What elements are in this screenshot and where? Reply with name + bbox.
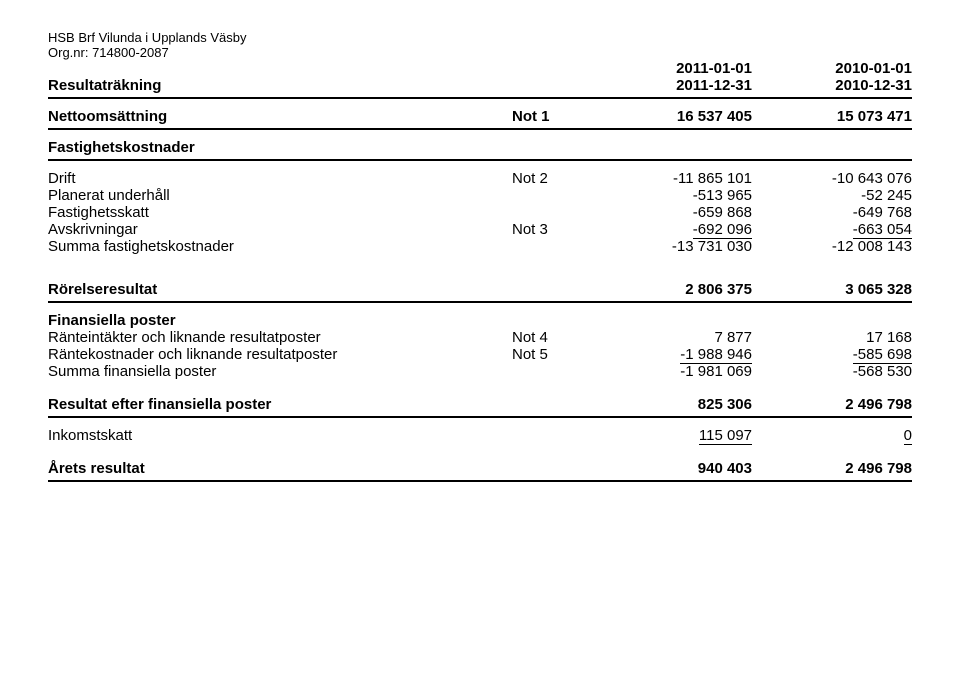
rantek-not: Not 5 (512, 346, 592, 363)
rantek-v2: -585 698 (853, 346, 912, 364)
netto-v2: 15 073 471 (752, 108, 912, 125)
summa-fin-v1: -1 981 069 (592, 363, 752, 380)
arets-v2: 2 496 798 (752, 460, 912, 477)
period-prior-end: 2010-12-31 (752, 77, 912, 94)
period-current-end: 2011-12-31 (592, 77, 752, 94)
avskriv-not: Not 3 (512, 221, 592, 238)
row-ranteintakter: Ränteintäkter och liknande resultatposte… (48, 329, 912, 346)
row-nettoomsattning: Nettoomsättning Not 1 16 537 405 15 073 … (48, 108, 912, 125)
summa-fin-v2: -568 530 (752, 363, 912, 380)
org-nr: Org.nr: 714800-2087 (48, 45, 912, 60)
report-title: Resultaträkning (48, 77, 512, 94)
divider (48, 97, 912, 99)
rantei-not: Not 4 (512, 329, 592, 346)
fskatt-v1: -659 868 (592, 204, 752, 221)
summa-fast-v1: -13 731 030 (592, 238, 752, 255)
divider (48, 128, 912, 130)
netto-label: Nettoomsättning (48, 108, 512, 125)
row-rorelseresultat: Rörelseresultat 2 806 375 3 065 328 (48, 281, 912, 298)
netto-v1: 16 537 405 (592, 108, 752, 125)
row-planerat: Planerat underhåll -513 965 -52 245 (48, 187, 912, 204)
rantei-label: Ränteintäkter och liknande resultatposte… (48, 329, 512, 346)
res-efter-label: Resultat efter finansiella poster (48, 396, 512, 413)
inkomst-v1: 115 097 (699, 427, 752, 445)
finansiella-header: Finansiella poster (48, 312, 912, 329)
rantek-label: Räntekostnader och liknande resultatpost… (48, 346, 512, 363)
row-drift: Drift Not 2 -11 865 101 -10 643 076 (48, 170, 912, 187)
inkomst-label: Inkomstskatt (48, 427, 512, 444)
res-efter-v2: 2 496 798 (752, 396, 912, 413)
res-efter-v1: 825 306 (592, 396, 752, 413)
divider (48, 159, 912, 161)
drift-not: Not 2 (512, 170, 592, 187)
row-inkomstskatt: Inkomstskatt 115 097 0 (48, 427, 912, 444)
row-fskatt: Fastighetsskatt -659 868 -649 768 (48, 204, 912, 221)
avskriv-v2: -663 054 (853, 221, 912, 239)
row-resultat-efter: Resultat efter finansiella poster 825 30… (48, 396, 912, 413)
drift-label: Drift (48, 170, 512, 187)
org-name: HSB Brf Vilunda i Upplands Väsby (48, 30, 912, 45)
period-row-1: 2011-01-01 2010-01-01 (48, 60, 912, 77)
netto-not: Not 1 (512, 108, 592, 125)
planerat-v1: -513 965 (592, 187, 752, 204)
fskatt-v2: -649 768 (752, 204, 912, 221)
fskatt-label: Fastighetsskatt (48, 204, 512, 221)
divider (48, 416, 912, 418)
summa-fast-label: Summa fastighetskostnader (48, 238, 512, 255)
rorelse-v1: 2 806 375 (592, 281, 752, 298)
row-arets-resultat: Årets resultat 940 403 2 496 798 (48, 460, 912, 477)
summa-fin-label: Summa finansiella poster (48, 363, 512, 380)
rorelse-label: Rörelseresultat (48, 281, 512, 298)
row-summa-fast: Summa fastighetskostnader -13 731 030 -1… (48, 238, 912, 255)
drift-v2: -10 643 076 (752, 170, 912, 187)
drift-v1: -11 865 101 (592, 170, 752, 187)
inkomst-v2: 0 (904, 427, 912, 445)
rantei-v1: 7 877 (592, 329, 752, 346)
divider (48, 480, 912, 482)
rantei-v2: 17 168 (752, 329, 912, 346)
arets-v1: 940 403 (592, 460, 752, 477)
arets-label: Årets resultat (48, 460, 512, 477)
rorelse-v2: 3 065 328 (752, 281, 912, 298)
rantek-v1: -1 988 946 (680, 346, 752, 364)
period-current-start: 2011-01-01 (592, 60, 752, 77)
row-avskriv: Avskrivningar Not 3 -692 096 -663 054 (48, 221, 912, 238)
divider (48, 301, 912, 303)
row-summa-fin: Summa finansiella poster -1 981 069 -568… (48, 363, 912, 380)
summa-fast-v2: -12 008 143 (752, 238, 912, 255)
planerat-v2: -52 245 (752, 187, 912, 204)
planerat-label: Planerat underhåll (48, 187, 512, 204)
avskriv-v1: -692 096 (693, 221, 752, 239)
period-prior-start: 2010-01-01 (752, 60, 912, 77)
avskriv-label: Avskrivningar (48, 221, 512, 238)
period-row-2: Resultaträkning 2011-12-31 2010-12-31 (48, 77, 912, 94)
fastighetskostnader-header: Fastighetskostnader (48, 139, 912, 156)
row-rantekostnader: Räntekostnader och liknande resultatpost… (48, 346, 912, 363)
